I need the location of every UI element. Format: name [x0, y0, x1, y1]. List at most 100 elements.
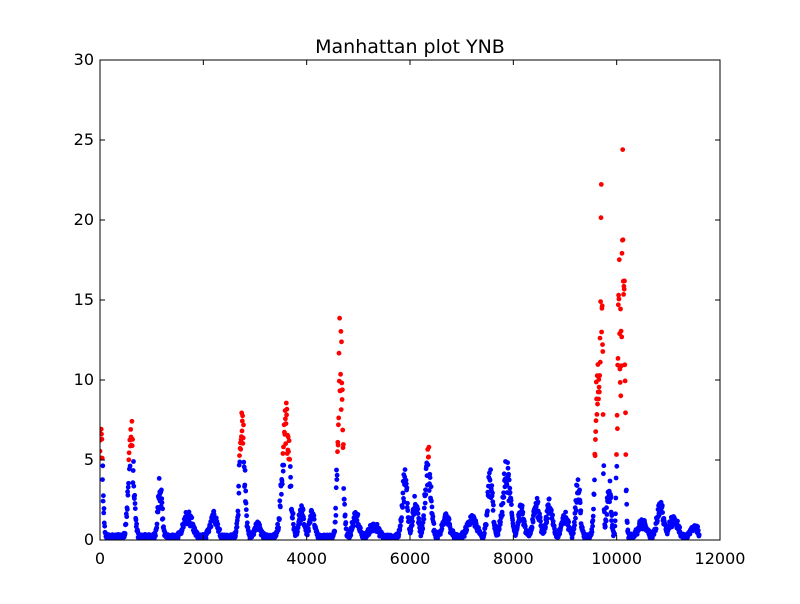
data-point-significant — [620, 237, 626, 243]
data-point — [522, 523, 528, 529]
data-point — [403, 481, 409, 487]
data-point-significant — [615, 356, 621, 361]
data-point — [409, 522, 415, 528]
data-point — [577, 500, 583, 506]
data-point — [624, 501, 630, 507]
data-point — [241, 459, 247, 465]
data-point-significant — [618, 393, 624, 399]
data-point — [408, 528, 414, 534]
data-point — [571, 526, 577, 532]
data-point — [341, 486, 347, 491]
data-point — [101, 493, 106, 499]
data-point — [412, 493, 417, 499]
data-point — [425, 462, 431, 468]
data-point — [504, 482, 510, 488]
data-point-significant — [240, 441, 246, 446]
data-point — [404, 485, 410, 491]
data-point — [421, 505, 427, 511]
data-point — [464, 527, 470, 533]
data-point — [446, 517, 452, 522]
data-point — [295, 529, 300, 535]
data-point — [660, 510, 665, 515]
data-point — [572, 522, 577, 528]
data-point-significant — [286, 438, 292, 444]
data-point — [333, 513, 339, 518]
data-point — [423, 487, 428, 493]
data-point-significant — [100, 426, 104, 432]
data-point-significant — [594, 412, 600, 417]
data-point — [431, 521, 437, 526]
data-point — [276, 525, 281, 531]
data-point — [236, 483, 242, 489]
data-point-significant — [100, 436, 105, 442]
data-point — [612, 523, 618, 529]
data-point-significant — [241, 422, 246, 428]
data-point — [333, 505, 338, 511]
data-point-significant — [337, 315, 342, 321]
data-point — [696, 532, 702, 538]
data-point — [400, 505, 405, 510]
data-point — [624, 487, 629, 493]
data-point — [125, 489, 130, 495]
data-point-significant — [623, 452, 629, 457]
data-point-significant — [340, 387, 345, 393]
data-point-significant — [597, 373, 603, 378]
data-point — [507, 490, 513, 495]
data-point-significant — [593, 429, 599, 434]
data-point — [675, 518, 680, 524]
x-tick-label: 8000 — [493, 549, 534, 568]
data-point — [590, 518, 596, 523]
data-point — [122, 531, 128, 536]
data-point — [659, 503, 665, 508]
data-point — [156, 476, 162, 481]
data-point — [487, 477, 493, 483]
data-point-significant — [600, 349, 606, 354]
data-point — [132, 506, 138, 511]
data-point — [537, 514, 543, 520]
axis-ticks: 0 2000 4000 6000 8000 10000 12000 0 5 10 15 20 25 30 — [74, 50, 746, 568]
data-point — [101, 506, 107, 511]
data-point — [342, 501, 347, 507]
data-point — [608, 493, 614, 499]
data-point — [603, 518, 609, 524]
data-point — [546, 496, 552, 502]
data-point-significant — [283, 400, 289, 406]
data-point — [624, 520, 630, 525]
data-point — [281, 462, 287, 468]
data-point — [277, 516, 282, 522]
data-point — [398, 523, 403, 528]
data-point-significant — [599, 303, 605, 309]
data-point-significant — [618, 328, 624, 334]
data-point-significant — [622, 378, 628, 384]
data-point — [592, 477, 597, 483]
x-tick-label: 4000 — [286, 549, 327, 568]
data-point-significant — [593, 437, 598, 442]
data-point — [154, 521, 160, 527]
data-point — [655, 518, 660, 524]
data-point-significant — [597, 359, 603, 365]
data-point-significant — [622, 278, 627, 284]
data-point — [311, 516, 317, 522]
data-point-significant — [100, 431, 104, 437]
data-point — [613, 475, 619, 481]
data-point — [291, 521, 296, 527]
data-point — [401, 496, 406, 501]
data-point — [334, 472, 340, 478]
data-point — [279, 491, 284, 497]
data-point — [507, 485, 513, 491]
data-point — [243, 500, 249, 506]
data-point-significant — [599, 329, 604, 335]
data-point-significant — [283, 441, 289, 447]
data-point — [496, 526, 502, 532]
data-point — [297, 521, 303, 527]
y-tick-label: 30 — [74, 50, 94, 69]
data-point — [498, 519, 503, 525]
data-point — [613, 495, 619, 501]
data-point-significant — [126, 450, 132, 456]
data-point — [591, 506, 596, 512]
data-point — [509, 502, 514, 507]
data-point — [132, 492, 138, 498]
data-point — [159, 496, 165, 501]
